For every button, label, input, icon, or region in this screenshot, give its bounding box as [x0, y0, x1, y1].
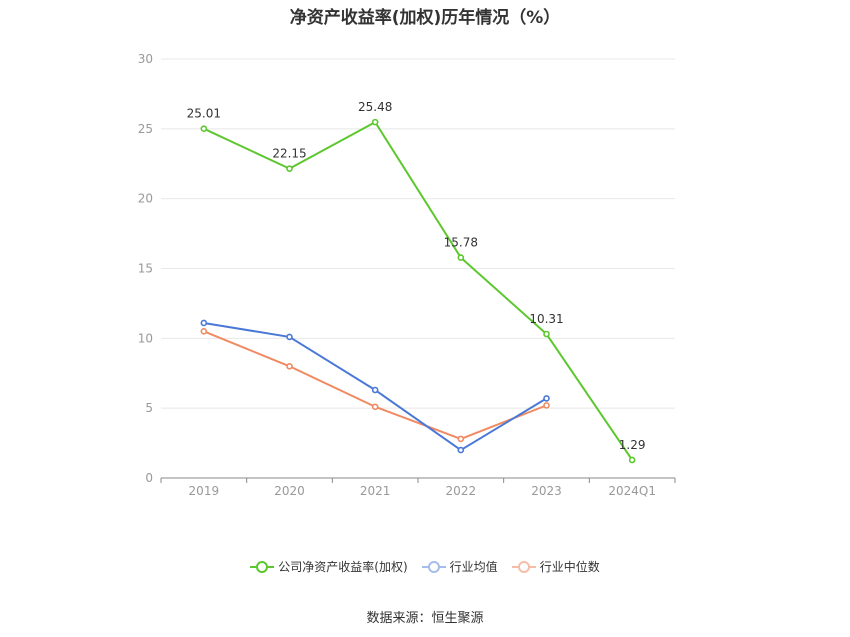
grid-lines	[161, 58, 675, 409]
series-line-2	[203, 330, 547, 440]
point-0-2023	[543, 330, 550, 338]
axes: 0 5 10 15 20 25 30 2019 2020 2021 2022 2023 2024Q1	[138, 52, 676, 498]
point-2-2020	[286, 362, 293, 370]
x-tick-label-2022: 2022	[446, 484, 477, 498]
point-0-2021	[371, 118, 379, 126]
legend-label-industry-median: 行业中位数	[539, 560, 600, 574]
legend: 公司净资产收益率(加权) 行业均值 行业中位数	[0, 558, 850, 575]
legend-industry-mean-icon	[421, 560, 446, 573]
series-lines	[200, 118, 636, 464]
data-label-2020: 22.15	[272, 147, 306, 161]
data-label-2021: 25.48	[358, 100, 392, 114]
legend-item-industry-mean[interactable]: 行业均值	[421, 558, 498, 575]
data-label-2023: 10.31	[529, 312, 563, 326]
legend-industry-median-icon	[511, 560, 536, 573]
data-label-2019: 25.01	[187, 107, 221, 121]
point-0-2024Q1	[628, 456, 636, 464]
data-labels: 25.01 22.15 25.48 15.78 10.31 1.29	[187, 100, 646, 452]
point-1-2023	[543, 395, 550, 402]
y-tick-label-30: 30	[138, 52, 153, 66]
point-1-2020	[286, 333, 293, 341]
chart-title: 净资产收益率(加权)历年情况（%）	[289, 8, 561, 28]
point-2-2023	[543, 402, 550, 409]
point-1-2021	[371, 386, 379, 394]
point-2-2019	[200, 328, 208, 335]
x-tick-label-2023: 2023	[531, 484, 562, 498]
legend-label-industry-mean: 行业均值	[449, 560, 498, 574]
series-line-0	[203, 121, 633, 461]
x-tick-label-2021: 2021	[360, 484, 391, 498]
point-0-2022	[457, 254, 465, 261]
series-line-1	[203, 321, 548, 452]
point-1-2022	[457, 446, 465, 454]
point-2-2022	[457, 435, 465, 443]
y-tick-label-0: 0	[145, 471, 153, 485]
y-tick-label-10: 10	[138, 331, 153, 345]
point-0-2020	[286, 165, 293, 172]
y-tick-label-5: 5	[145, 401, 153, 415]
data-label-2022: 15.78	[444, 236, 478, 250]
x-tick-label-2024Q1: 2024Q1	[608, 484, 656, 498]
legend-label-company: 公司净资产收益率(加权)	[278, 560, 408, 574]
source-note: 数据来源：恒生聚源	[366, 611, 484, 626]
x-tick-label-2019: 2019	[189, 484, 220, 498]
legend-item-industry-median[interactable]: 行业中位数	[511, 558, 600, 575]
y-tick-label-20: 20	[138, 192, 153, 206]
legend-item-company[interactable]: 公司净资产收益率(加权)	[250, 558, 408, 575]
x-tick-label-2020: 2020	[274, 484, 305, 498]
legend-company-icon	[250, 560, 275, 573]
y-tick-label-15: 15	[138, 262, 153, 276]
y-tick-label-25: 25	[138, 122, 153, 136]
point-0-2019	[200, 125, 208, 132]
point-1-2019	[200, 319, 208, 327]
point-2-2021	[371, 403, 379, 411]
data-label-2024Q1: 1.29	[619, 438, 646, 452]
